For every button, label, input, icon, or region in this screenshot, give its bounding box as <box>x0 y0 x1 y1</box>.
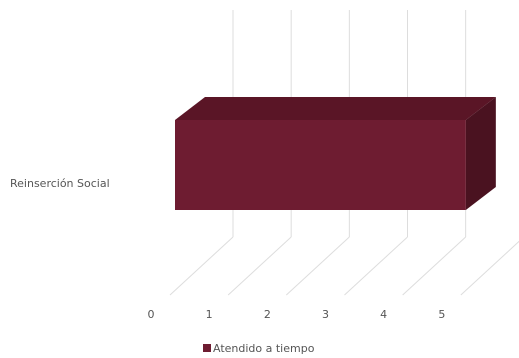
floor-grid-line <box>169 236 234 296</box>
floor-grid-line <box>285 236 350 296</box>
floor-grid-line <box>227 236 292 296</box>
x-tick-label: 2 <box>264 308 271 321</box>
bar-top <box>175 97 496 120</box>
x-tick-label: 4 <box>380 308 387 321</box>
y-tick-label: Reinserción Social <box>10 177 110 190</box>
x-tick-label: 3 <box>322 308 329 321</box>
x-tick-label: 0 <box>148 308 155 321</box>
x-tick-label: 5 <box>438 308 445 321</box>
x-tick-label: 1 <box>206 308 213 321</box>
bar-side <box>465 97 496 210</box>
floor-grid-line <box>402 236 467 296</box>
legend-swatch <box>203 344 211 352</box>
legend-label: Atendido a tiempo <box>213 342 315 355</box>
floor-grid-line <box>460 240 519 296</box>
floor-grid-line <box>344 236 408 296</box>
bar <box>175 120 466 210</box>
